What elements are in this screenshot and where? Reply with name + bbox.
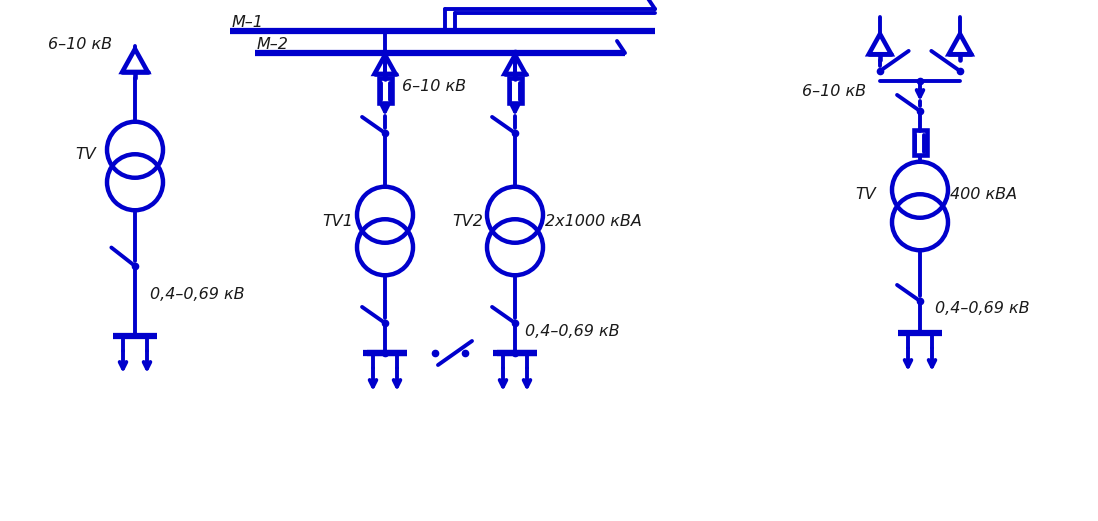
Text: TV: TV bbox=[855, 187, 876, 202]
Text: 6–10 кВ: 6–10 кВ bbox=[48, 37, 112, 52]
Text: M–2: M–2 bbox=[257, 37, 289, 52]
Text: M–1: M–1 bbox=[232, 15, 264, 30]
Bar bbox=[508, 79, 522, 104]
Text: 0,4–0,69 кВ: 0,4–0,69 кВ bbox=[150, 287, 245, 302]
Text: TV1: TV1 bbox=[322, 214, 352, 229]
Text: 2х1000 кВА: 2х1000 кВА bbox=[545, 214, 642, 229]
Text: TV2: TV2 bbox=[452, 214, 483, 229]
Text: 400 кВА: 400 кВА bbox=[950, 187, 1017, 202]
Text: 6–10 кВ: 6–10 кВ bbox=[802, 84, 866, 99]
Text: 0,4–0,69 кВ: 0,4–0,69 кВ bbox=[525, 324, 619, 339]
Text: 0,4–0,69 кВ: 0,4–0,69 кВ bbox=[935, 301, 1030, 316]
Text: 6–10 кВ: 6–10 кВ bbox=[402, 79, 467, 94]
Bar bbox=[914, 130, 927, 155]
Text: TV: TV bbox=[75, 147, 96, 162]
Bar bbox=[379, 79, 392, 104]
